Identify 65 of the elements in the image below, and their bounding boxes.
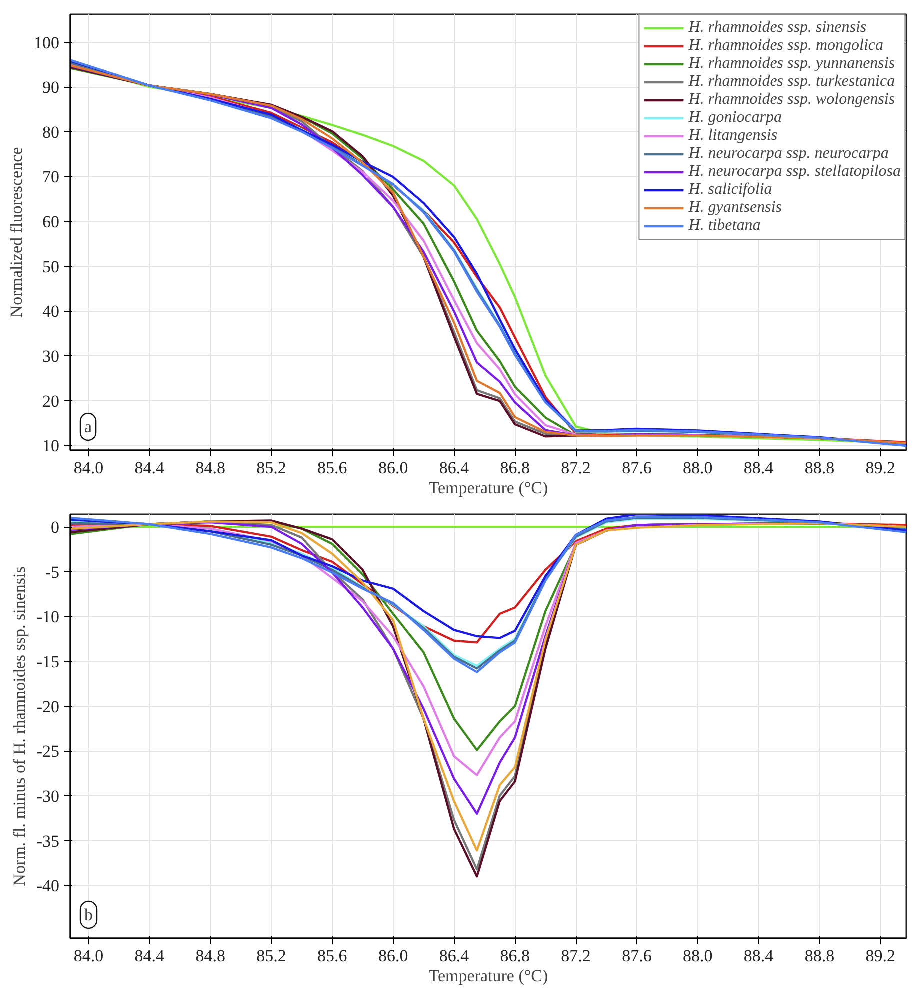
- x-tick-label: 87.6: [622, 458, 652, 478]
- x-tick-label: 85.6: [318, 946, 348, 966]
- legend-label: H. neurocarpa ssp. neurocarpa: [688, 145, 889, 163]
- y-tick-label: 40: [42, 302, 60, 322]
- y-axis-title: Norm. fl. minus of H. rhamnoides ssp. sinensis: [10, 566, 29, 886]
- legend-label: H. goniocarpa: [688, 109, 782, 127]
- y-tick-label: 80: [42, 122, 60, 142]
- x-tick-label: 84.8: [196, 946, 226, 966]
- x-tick-label: 86.8: [500, 946, 530, 966]
- legend-label: H. rhamnoides ssp. yunnanensis: [688, 55, 896, 73]
- y-tick-label: -5: [45, 562, 60, 582]
- x-tick-label: 88.4: [744, 946, 774, 966]
- x-tick-label: 86.4: [439, 458, 470, 478]
- x-tick-label: 84.0: [74, 946, 104, 966]
- y-tick-label: 100: [34, 33, 60, 52]
- y-tick-label: -20: [36, 697, 60, 716]
- y-tick-label: -15: [36, 652, 60, 672]
- y-tick-label: 50: [42, 257, 60, 276]
- legend-label: H. rhamnoides ssp. mongolica: [688, 37, 884, 55]
- legend-label: H. litangensis: [688, 127, 778, 145]
- x-tick-label: 85.2: [256, 946, 286, 966]
- y-tick-label: 90: [42, 78, 60, 98]
- y-tick-label: 10: [42, 436, 60, 456]
- y-axis-title: Normalized fluorescence: [7, 147, 26, 318]
- x-tick-label: 86.0: [378, 946, 408, 966]
- y-tick-label: -30: [36, 786, 60, 806]
- x-tick-label: 86.4: [439, 946, 470, 966]
- y-tick-label: 70: [42, 168, 60, 187]
- x-tick-label: 84.4: [134, 946, 166, 966]
- x-tick-label: 86.8: [500, 458, 530, 478]
- x-tick-label: 88.0: [683, 946, 713, 966]
- legend-label: H. neurocarpa ssp. stellatopilosa: [688, 163, 901, 181]
- x-tick-label: 89.2: [866, 946, 896, 966]
- x-tick-label: 88.4: [744, 458, 774, 478]
- x-axis-title: Temperature (°C): [428, 966, 548, 986]
- x-axis-title: Temperature (°C): [428, 478, 548, 498]
- y-tick-label: 60: [42, 212, 60, 232]
- y-tick-label: -25: [36, 742, 60, 762]
- x-tick-label: 84.0: [74, 458, 104, 478]
- y-tick-label: -10: [36, 608, 60, 627]
- legend-label: H. tibetana: [688, 217, 761, 235]
- y-tick-label: 0: [51, 518, 60, 538]
- x-tick-label: 84.8: [196, 458, 226, 478]
- x-tick-label: 88.8: [804, 458, 835, 478]
- annotation: a: [84, 418, 92, 436]
- x-tick-label: 84.4: [134, 458, 166, 478]
- x-tick-label: 89.2: [866, 458, 896, 478]
- x-tick-label: 87.2: [561, 458, 591, 478]
- x-tick-label: 85.6: [318, 458, 348, 478]
- x-tick-label: 88.0: [683, 458, 713, 478]
- y-tick-label: 30: [42, 346, 60, 366]
- x-tick-label: 88.8: [804, 946, 835, 966]
- y-tick-label: -40: [36, 876, 60, 896]
- x-tick-label: 87.2: [561, 946, 591, 966]
- x-tick-label: 85.2: [256, 458, 286, 478]
- y-tick-label: 20: [42, 392, 60, 411]
- x-tick-label: 87.6: [622, 946, 652, 966]
- legend-label: H. salicifolia: [688, 181, 772, 199]
- annotation: b: [84, 906, 93, 924]
- legend-label: H. rhamnoides ssp. turkestanica: [688, 73, 896, 91]
- x-tick-label: 86.0: [378, 458, 408, 478]
- y-tick-label: -35: [36, 832, 60, 851]
- legend-label: H. rhamnoides ssp. sinensis: [688, 19, 867, 37]
- legend-label: H. gyantsensis: [688, 199, 782, 217]
- legend-label: H. rhamnoides ssp. wolongensis: [688, 91, 896, 109]
